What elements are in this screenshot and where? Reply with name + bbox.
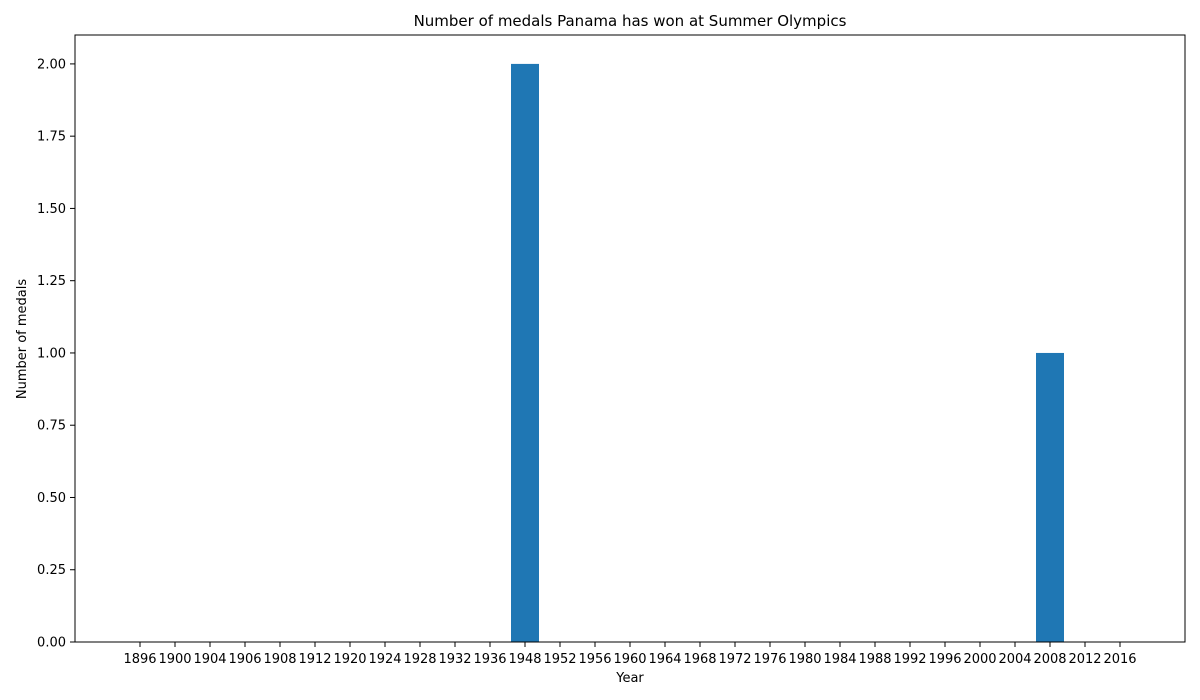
y-tick-label: 1.75 xyxy=(37,130,66,145)
y-axis-label: Number of medals xyxy=(15,279,30,400)
x-tick-label: 1924 xyxy=(368,652,401,667)
y-tick-label: 0.75 xyxy=(37,419,66,434)
x-tick-label: 1904 xyxy=(193,652,226,667)
x-tick-label: 2008 xyxy=(1033,652,1066,667)
x-tick-label: 1980 xyxy=(788,652,821,667)
y-tick-label: 0.50 xyxy=(37,491,66,506)
x-tick-label: 1972 xyxy=(718,652,751,667)
x-tick-label: 1952 xyxy=(543,652,576,667)
x-tick-label: 1984 xyxy=(823,652,856,667)
x-tick-label: 2000 xyxy=(963,652,996,667)
x-tick-label: 1964 xyxy=(648,652,681,667)
x-tick-label: 1968 xyxy=(683,652,716,667)
y-tick-label: 2.00 xyxy=(37,57,66,72)
plot-frame xyxy=(74,34,1186,643)
y-tick-label: 1.25 xyxy=(37,274,66,289)
y-tick-label: 0.00 xyxy=(37,636,66,651)
y-tick-label: 1.00 xyxy=(37,346,66,361)
x-tick-label: 1992 xyxy=(893,652,926,667)
x-tick-label: 2004 xyxy=(998,652,1031,667)
x-tick-label: 1900 xyxy=(158,652,191,667)
x-axis-ticks: 1896 1900 1904 1906 1908 1912 1920 1924 1928 1932… xyxy=(123,642,1137,667)
x-tick-label: 1936 xyxy=(473,652,506,667)
y-tick-label: 1.50 xyxy=(37,202,66,217)
x-tick-label: 1928 xyxy=(403,652,436,667)
x-tick-label: 1932 xyxy=(438,652,471,667)
y-tick-label: 0.25 xyxy=(37,563,66,578)
x-tick-label: 1920 xyxy=(333,652,366,667)
x-tick-label: 1976 xyxy=(753,652,786,667)
x-tick-label: 1908 xyxy=(263,652,296,667)
x-tick-label: 1896 xyxy=(123,652,156,667)
y-axis-ticks: 0.00 0.25 0.50 0.75 1.00 1.25 1.50 1.75 2.00 xyxy=(37,57,75,651)
x-tick-label: 1960 xyxy=(613,652,646,667)
chart-title: Number of medals Panama has won at Summe… xyxy=(414,12,847,30)
x-tick-label: 1956 xyxy=(578,652,611,667)
x-tick-label: 1988 xyxy=(858,652,891,667)
bar-2008 xyxy=(1036,352,1064,642)
bars-group xyxy=(511,63,1064,642)
bar-1948 xyxy=(511,63,539,642)
x-tick-label: 1906 xyxy=(228,652,261,667)
x-tick-label: 1948 xyxy=(508,652,541,667)
x-tick-label: 1912 xyxy=(298,652,331,667)
x-tick-label: 2016 xyxy=(1103,652,1136,667)
x-tick-label: 1996 xyxy=(928,652,961,667)
x-tick-label: 2012 xyxy=(1068,652,1101,667)
x-axis-label: Year xyxy=(615,671,644,686)
